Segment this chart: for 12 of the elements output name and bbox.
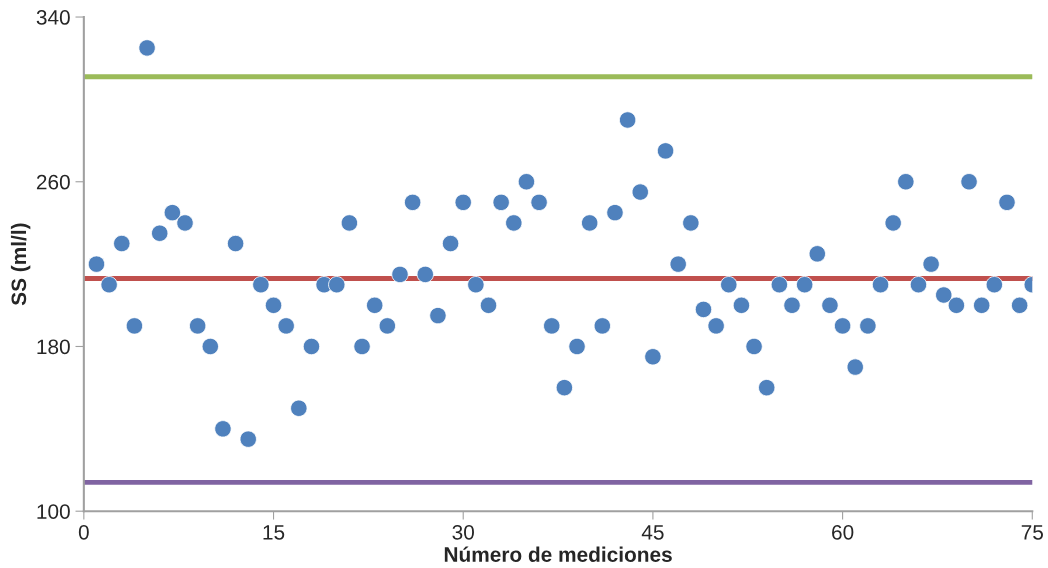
y-tick-label: 100: [37, 504, 70, 519]
x-axis-title: Número de mediciones: [444, 546, 672, 562]
y-tick-label: 180: [37, 339, 70, 355]
x-tick-label: 30: [452, 524, 474, 540]
x-tick-label: 75: [1021, 525, 1043, 540]
x-tick-label: 60: [832, 524, 854, 540]
y-tick-label: 260: [36, 174, 70, 190]
y-tick-label: 340: [36, 10, 70, 25]
x-tick-label: 45: [641, 525, 664, 540]
x-tick-label: 15: [263, 525, 285, 540]
x-tick-label: 0: [78, 524, 89, 540]
y-axis-title: SS (ml/l): [10, 223, 31, 306]
